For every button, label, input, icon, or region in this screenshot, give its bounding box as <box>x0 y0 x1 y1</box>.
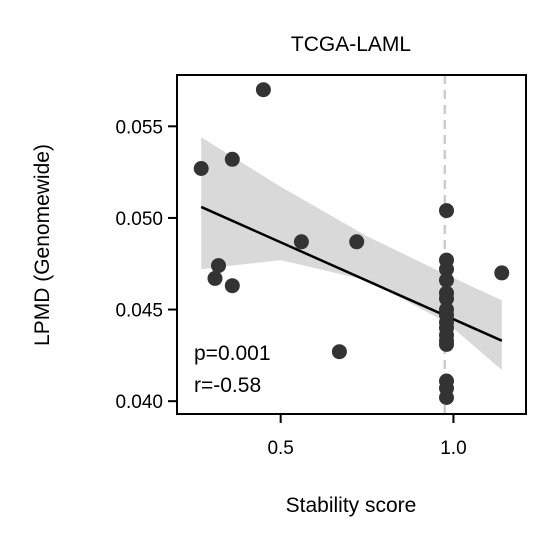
y-axis-label: LPMD (Genomewide) <box>31 144 54 346</box>
y-tick-label: 0.050 <box>115 209 163 230</box>
data-point <box>439 203 454 219</box>
y-tick-label: 0.055 <box>115 117 163 138</box>
y-tick-label: 0.045 <box>115 301 163 322</box>
x-axis-ticks: 0.5 1.0 <box>267 414 467 459</box>
chart-title: TCGA-LAML <box>291 33 411 56</box>
data-point <box>293 234 309 250</box>
x-tick-label: 1.0 <box>440 438 466 459</box>
confidence-band <box>201 137 502 370</box>
data-point <box>255 82 271 98</box>
annotation-p-value: p=0.001 <box>194 342 271 365</box>
data-point <box>349 234 365 250</box>
data-point <box>331 344 347 360</box>
confidence-band-layer <box>201 137 502 370</box>
data-point <box>439 336 454 352</box>
data-point <box>439 261 454 277</box>
x-tick-label: 0.5 <box>267 438 293 459</box>
regression-line-layer <box>200 205 503 342</box>
regression-line <box>200 205 503 342</box>
plot-frame <box>176 74 527 415</box>
y-axis-ticks: 0.040 0.045 0.050 0.055 <box>115 117 177 413</box>
data-point <box>211 258 226 274</box>
data-point <box>224 278 240 294</box>
data-point <box>224 151 240 167</box>
data-point <box>439 390 454 405</box>
data-point <box>193 161 209 176</box>
data-point <box>439 291 454 307</box>
data-point <box>439 272 454 288</box>
data-points-layer <box>193 82 510 405</box>
data-point <box>207 270 223 286</box>
y-tick-label: 0.040 <box>115 392 163 413</box>
annotation-r-value: r=-0.58 <box>194 374 261 397</box>
x-axis-label: Stability score <box>286 494 417 517</box>
data-point <box>494 265 510 281</box>
